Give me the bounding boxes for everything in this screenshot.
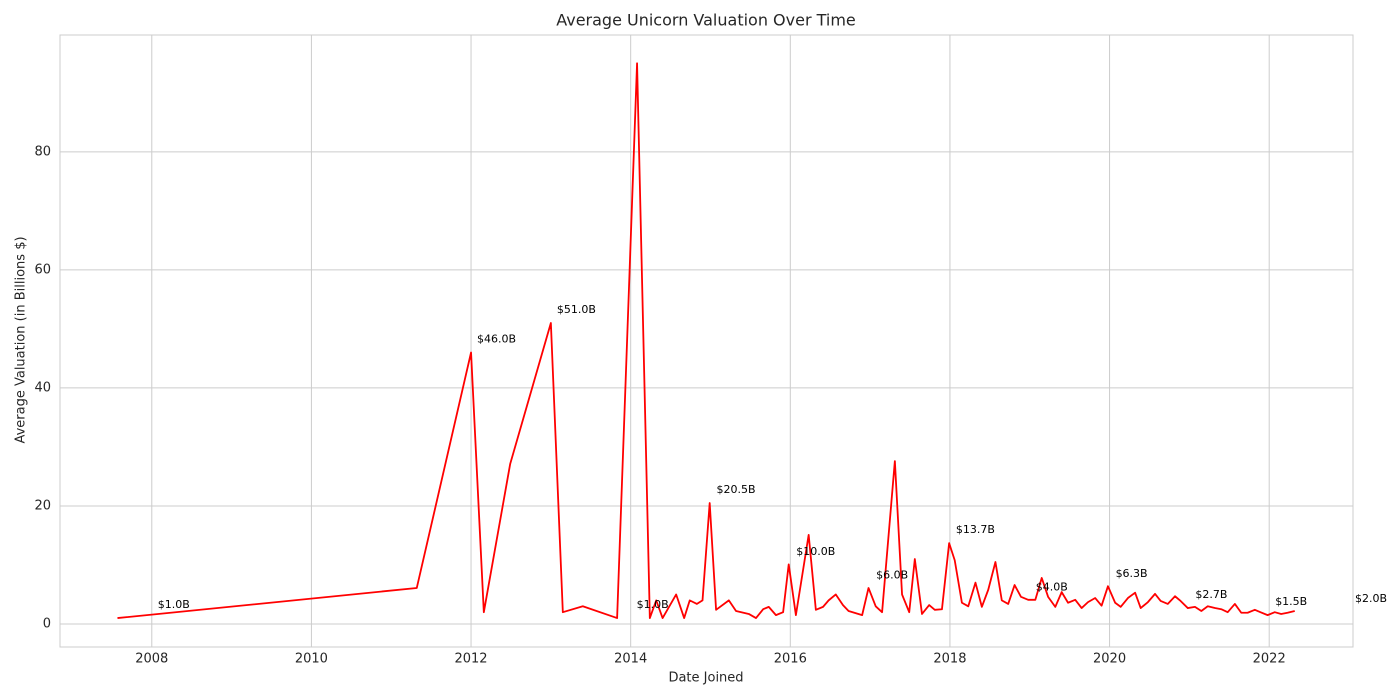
x-tick-label: 2014 (614, 652, 647, 667)
value-annotation: $10.0B (796, 545, 835, 558)
value-annotation: $4.0B (1036, 580, 1068, 593)
value-annotation: $2.7B (1195, 588, 1227, 601)
chart-title: Average Unicorn Valuation Over Time (556, 11, 856, 30)
x-tick-label: 2022 (1253, 652, 1286, 667)
y-tick-label: 60 (34, 262, 51, 277)
value-annotation: $51.0B (557, 303, 596, 316)
x-axis-label: Date Joined (668, 671, 743, 686)
x-tick-label: 2020 (1093, 652, 1126, 667)
value-annotation: $1.5B (1275, 595, 1307, 608)
x-tick-label: 2010 (295, 652, 328, 667)
value-annotation: $6.3B (1116, 567, 1148, 580)
data-line (117, 62, 1295, 619)
value-annotation: $6.0B (876, 569, 908, 582)
value-annotation: $1.0B (637, 598, 669, 611)
value-annotation: $1.0B (158, 598, 190, 611)
y-tick-label: 40 (34, 380, 51, 395)
x-tick-label: 2008 (135, 652, 168, 667)
y-tick-label: 80 (34, 144, 51, 159)
value-annotation: $20.5B (716, 483, 755, 496)
x-tick-label: 2012 (454, 652, 487, 667)
x-tick-label: 2016 (774, 652, 807, 667)
value-annotation: $46.0B (477, 333, 516, 346)
plot-frame (59, 34, 1354, 648)
value-annotation: $13.7B (956, 523, 995, 536)
y-tick-label: 20 (34, 498, 51, 513)
x-tick-label: 2018 (933, 652, 966, 667)
y-axis-label: Average Valuation (in Billions $) (14, 236, 29, 443)
value-annotation: $2.0B (1355, 592, 1387, 605)
y-tick-label: 0 (43, 616, 51, 631)
